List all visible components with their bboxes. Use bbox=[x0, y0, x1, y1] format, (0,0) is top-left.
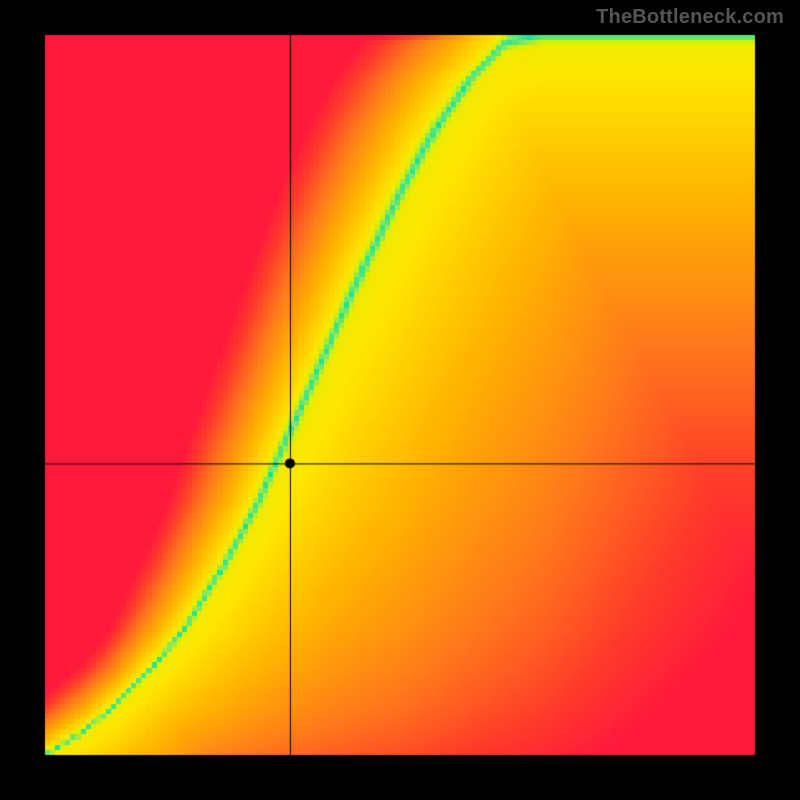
watermark-label: TheBottleneck.com bbox=[596, 6, 784, 29]
chart-container: { "watermark": { "text": "TheBottleneck.… bbox=[0, 0, 800, 800]
bottleneck-heatmap bbox=[0, 0, 800, 800]
